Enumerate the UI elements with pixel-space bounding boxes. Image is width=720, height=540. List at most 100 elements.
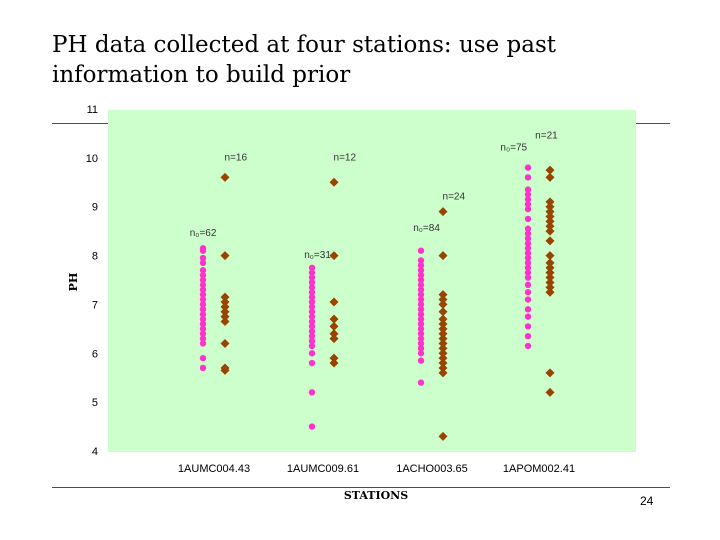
x-tick-label: 1APOM002.41 (503, 463, 575, 475)
y-axis-label: PH (67, 273, 80, 292)
past-data-point (199, 259, 207, 267)
x-tick-label: 1ACHO003.65 (396, 463, 468, 475)
past-data-point (524, 191, 532, 198)
past-data-point (524, 245, 532, 252)
current-data-point (545, 263, 555, 273)
past-data-point (308, 274, 316, 281)
past-data-point (308, 423, 316, 430)
past-data-point (524, 274, 532, 281)
past-data-point (524, 259, 532, 267)
past-data-point (308, 293, 316, 301)
sample-size-annotation: n=21 (535, 130, 558, 141)
past-data-point (417, 320, 425, 328)
current-data-point (329, 353, 339, 363)
current-data-point (438, 295, 448, 305)
past-data-point (524, 323, 532, 330)
current-data-point (545, 207, 555, 217)
current-data-point (545, 236, 555, 246)
past-data-point (199, 267, 207, 274)
current-data-point (438, 319, 448, 329)
current-data-point (545, 216, 555, 226)
past-data-point (199, 276, 207, 284)
past-data-point (308, 359, 316, 367)
past-data-point (417, 345, 425, 352)
past-data-point (308, 323, 316, 330)
current-data-point (220, 297, 230, 307)
past-data-point (199, 291, 207, 298)
past-data-point (308, 279, 316, 286)
past-data-point (199, 296, 207, 303)
current-data-point (545, 273, 555, 283)
sample-size-annotation: n=12 (334, 152, 357, 163)
past-data-point (524, 264, 532, 271)
past-data-point (308, 298, 316, 306)
current-data-point (329, 321, 339, 331)
past-data-point (524, 342, 532, 350)
sample-size-annotation: n₀=75 (500, 143, 527, 154)
past-data-point (308, 342, 316, 350)
sample-size-annotation: n₀=31 (304, 250, 331, 261)
past-data-point (199, 301, 207, 308)
current-data-point (545, 287, 555, 297)
current-data-point (438, 343, 448, 353)
past-data-point (417, 350, 425, 357)
current-data-point (438, 368, 448, 378)
current-data-point (438, 314, 448, 324)
current-data-point (438, 290, 448, 300)
current-data-point (545, 165, 555, 175)
past-data-point (199, 340, 207, 347)
past-data-point (308, 269, 316, 276)
past-data-point (524, 269, 532, 276)
past-data-point (199, 281, 207, 289)
current-data-point (438, 324, 448, 334)
current-data-point (220, 172, 230, 182)
current-data-point (438, 339, 448, 349)
y-tick-label: 6 (92, 348, 98, 360)
past-data-point (524, 235, 532, 242)
current-data-point (545, 211, 555, 221)
past-data-point (524, 249, 532, 257)
past-data-point (417, 325, 425, 333)
slide-title: PH data collected at four stations: use … (52, 32, 557, 88)
sample-size-annotation: n=24 (443, 191, 466, 202)
past-data-point (524, 230, 532, 237)
past-data-point (417, 335, 425, 342)
page-number: 24 (640, 494, 654, 508)
past-data-point (524, 306, 532, 313)
current-data-point (220, 312, 230, 322)
current-data-point (438, 431, 448, 441)
sample-size-annotation: n₀=84 (413, 223, 440, 234)
past-data-point (308, 337, 316, 345)
annotations: n=16 n=12 n=21 n₀=75 n=24 n₀=84 n₀=62 n₀=31 (190, 130, 558, 261)
past-data-point (308, 328, 316, 335)
past-data-point (524, 332, 532, 340)
past-data-point (417, 276, 425, 284)
past-data-point (417, 379, 425, 386)
current-data-point (220, 251, 230, 261)
current-data-point (438, 358, 448, 368)
past-data-point (199, 320, 207, 328)
past-data-point (524, 201, 532, 208)
past-data-point (524, 174, 532, 181)
past-data-point (417, 340, 425, 347)
y-tick-label: 4 (92, 446, 98, 458)
y-tick-label: 9 (92, 202, 98, 214)
past-data-point (417, 357, 425, 364)
current-data-point (220, 365, 230, 375)
past-data-point (308, 264, 316, 271)
past-data-point (308, 350, 316, 357)
past-data-point (524, 281, 532, 289)
past-data-point (417, 296, 425, 303)
past-data-point (199, 354, 207, 362)
past-data-point (524, 313, 532, 320)
x-tick-label: 1AUMC004.43 (178, 463, 250, 475)
y-tick-label: 10 (86, 153, 98, 165)
footer-rule (52, 487, 670, 488)
current-data-point (438, 363, 448, 373)
past-data-point (524, 205, 532, 213)
past-data-point (524, 196, 532, 203)
past-data-point (308, 318, 316, 325)
past-data-point (308, 308, 316, 315)
past-data-point (199, 271, 207, 279)
current-data-point (545, 197, 555, 207)
